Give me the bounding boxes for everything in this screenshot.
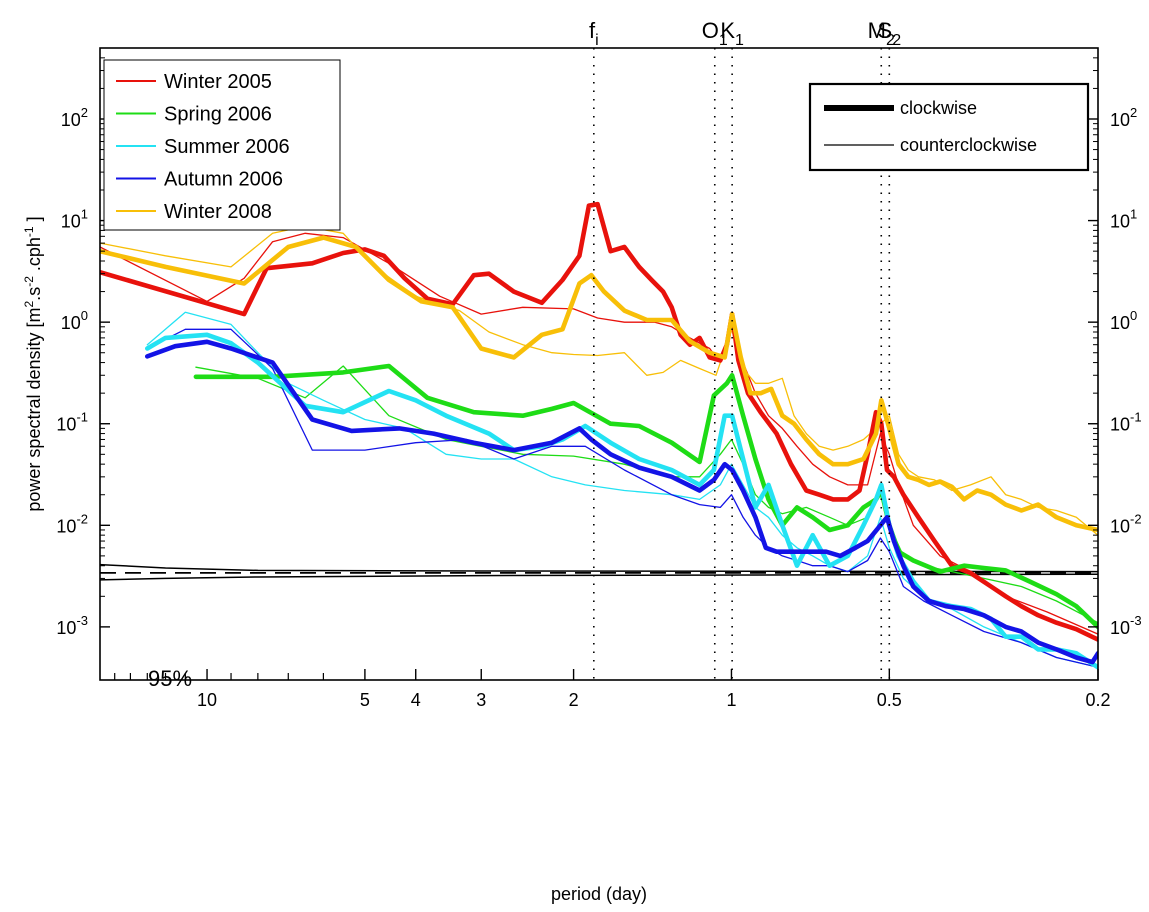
series-winter-2008-clockwise: [100, 235, 1098, 533]
confidence-lower-line: [100, 573, 1098, 581]
tidal-label-s2: S2: [878, 18, 902, 49]
tidal-label-m2: M2: [868, 18, 895, 49]
x-tick-label-2: 2: [569, 690, 579, 710]
plot-frame: [99, 47, 1099, 681]
legend-label-spring-2006: Spring 2006: [164, 104, 272, 126]
y-tick-label-left: 100: [61, 308, 88, 333]
x-tick-label-0-2: 0.2: [1085, 690, 1110, 710]
x-tick-label-3: 3: [476, 690, 486, 710]
y-tick-label-right: 10-3: [1110, 613, 1142, 638]
y-tick-label-left: 10-3: [56, 613, 88, 638]
y-tick-label-left: 10-2: [56, 511, 88, 536]
y-tick-label-right: 10-1: [1110, 410, 1142, 435]
x-tick-label-0-5: 0.5: [877, 690, 902, 710]
series-autumn-2006-clockwise: [145, 339, 1098, 665]
axes: 10 5 4 3 2 1 0.5 0.2 10-3 10-3 10-2 10-2 10-1 10-1 100…: [56, 47, 1142, 710]
rotation-legend-box: [808, 82, 1090, 172]
series-spring-2006-clockwise: [193, 363, 1098, 630]
confidence-upper-line: [100, 563, 1098, 573]
confidence-label: 95%: [148, 666, 192, 691]
x-tick-label-10: 10: [197, 690, 217, 710]
season-legend: Winter 2005 Spring 2006 Summer 2006 Autumn …: [103, 59, 341, 231]
legend-label-autumn-2006: Autumn 2006: [164, 169, 283, 191]
y-tick-label-left: 10-1: [56, 410, 88, 435]
tidal-label-k1: K1: [720, 18, 744, 49]
series-summer-2006-counterclockwise: [146, 311, 1098, 668]
y-tick-label-left: 101: [61, 207, 88, 232]
x-axis-label: period (day): [551, 884, 647, 904]
y-tick-label-right: 100: [1110, 308, 1137, 333]
y-axis-label: power spectral density [m2.s-2 .cph-1 ]: [22, 216, 44, 511]
counterclockwise-label: counterclockwise: [900, 135, 1037, 155]
x-tick-label-1: 1: [726, 690, 736, 710]
legend-label-winter-2008: Winter 2008: [164, 201, 272, 223]
x-tick-label-4: 4: [411, 690, 421, 710]
y-tick-label-right: 10-2: [1110, 511, 1142, 536]
tidal-label-o1: O1: [702, 18, 728, 49]
legend-label-winter-2005: Winter 2005: [164, 71, 272, 93]
legend-label-summer-2006: Summer 2006: [164, 136, 290, 158]
y-tick-label-right: 101: [1110, 207, 1137, 232]
y-tick-label-right: 102: [1110, 105, 1137, 130]
series-layer: [100, 201, 1098, 670]
clockwise-label: clockwise: [900, 98, 977, 118]
confidence-band: [100, 563, 1098, 581]
rotation-legend: clockwise counterclockwise: [808, 82, 1090, 172]
season-legend-entries: Winter 2005 Spring 2006 Summer 2006 Autumn …: [116, 71, 290, 223]
x-tick-label-5: 5: [360, 690, 370, 710]
y-tick-label-left: 102: [61, 105, 88, 130]
series-autumn-2006-counterclockwise: [146, 328, 1098, 668]
tidal-label-fi: fi: [589, 18, 599, 49]
